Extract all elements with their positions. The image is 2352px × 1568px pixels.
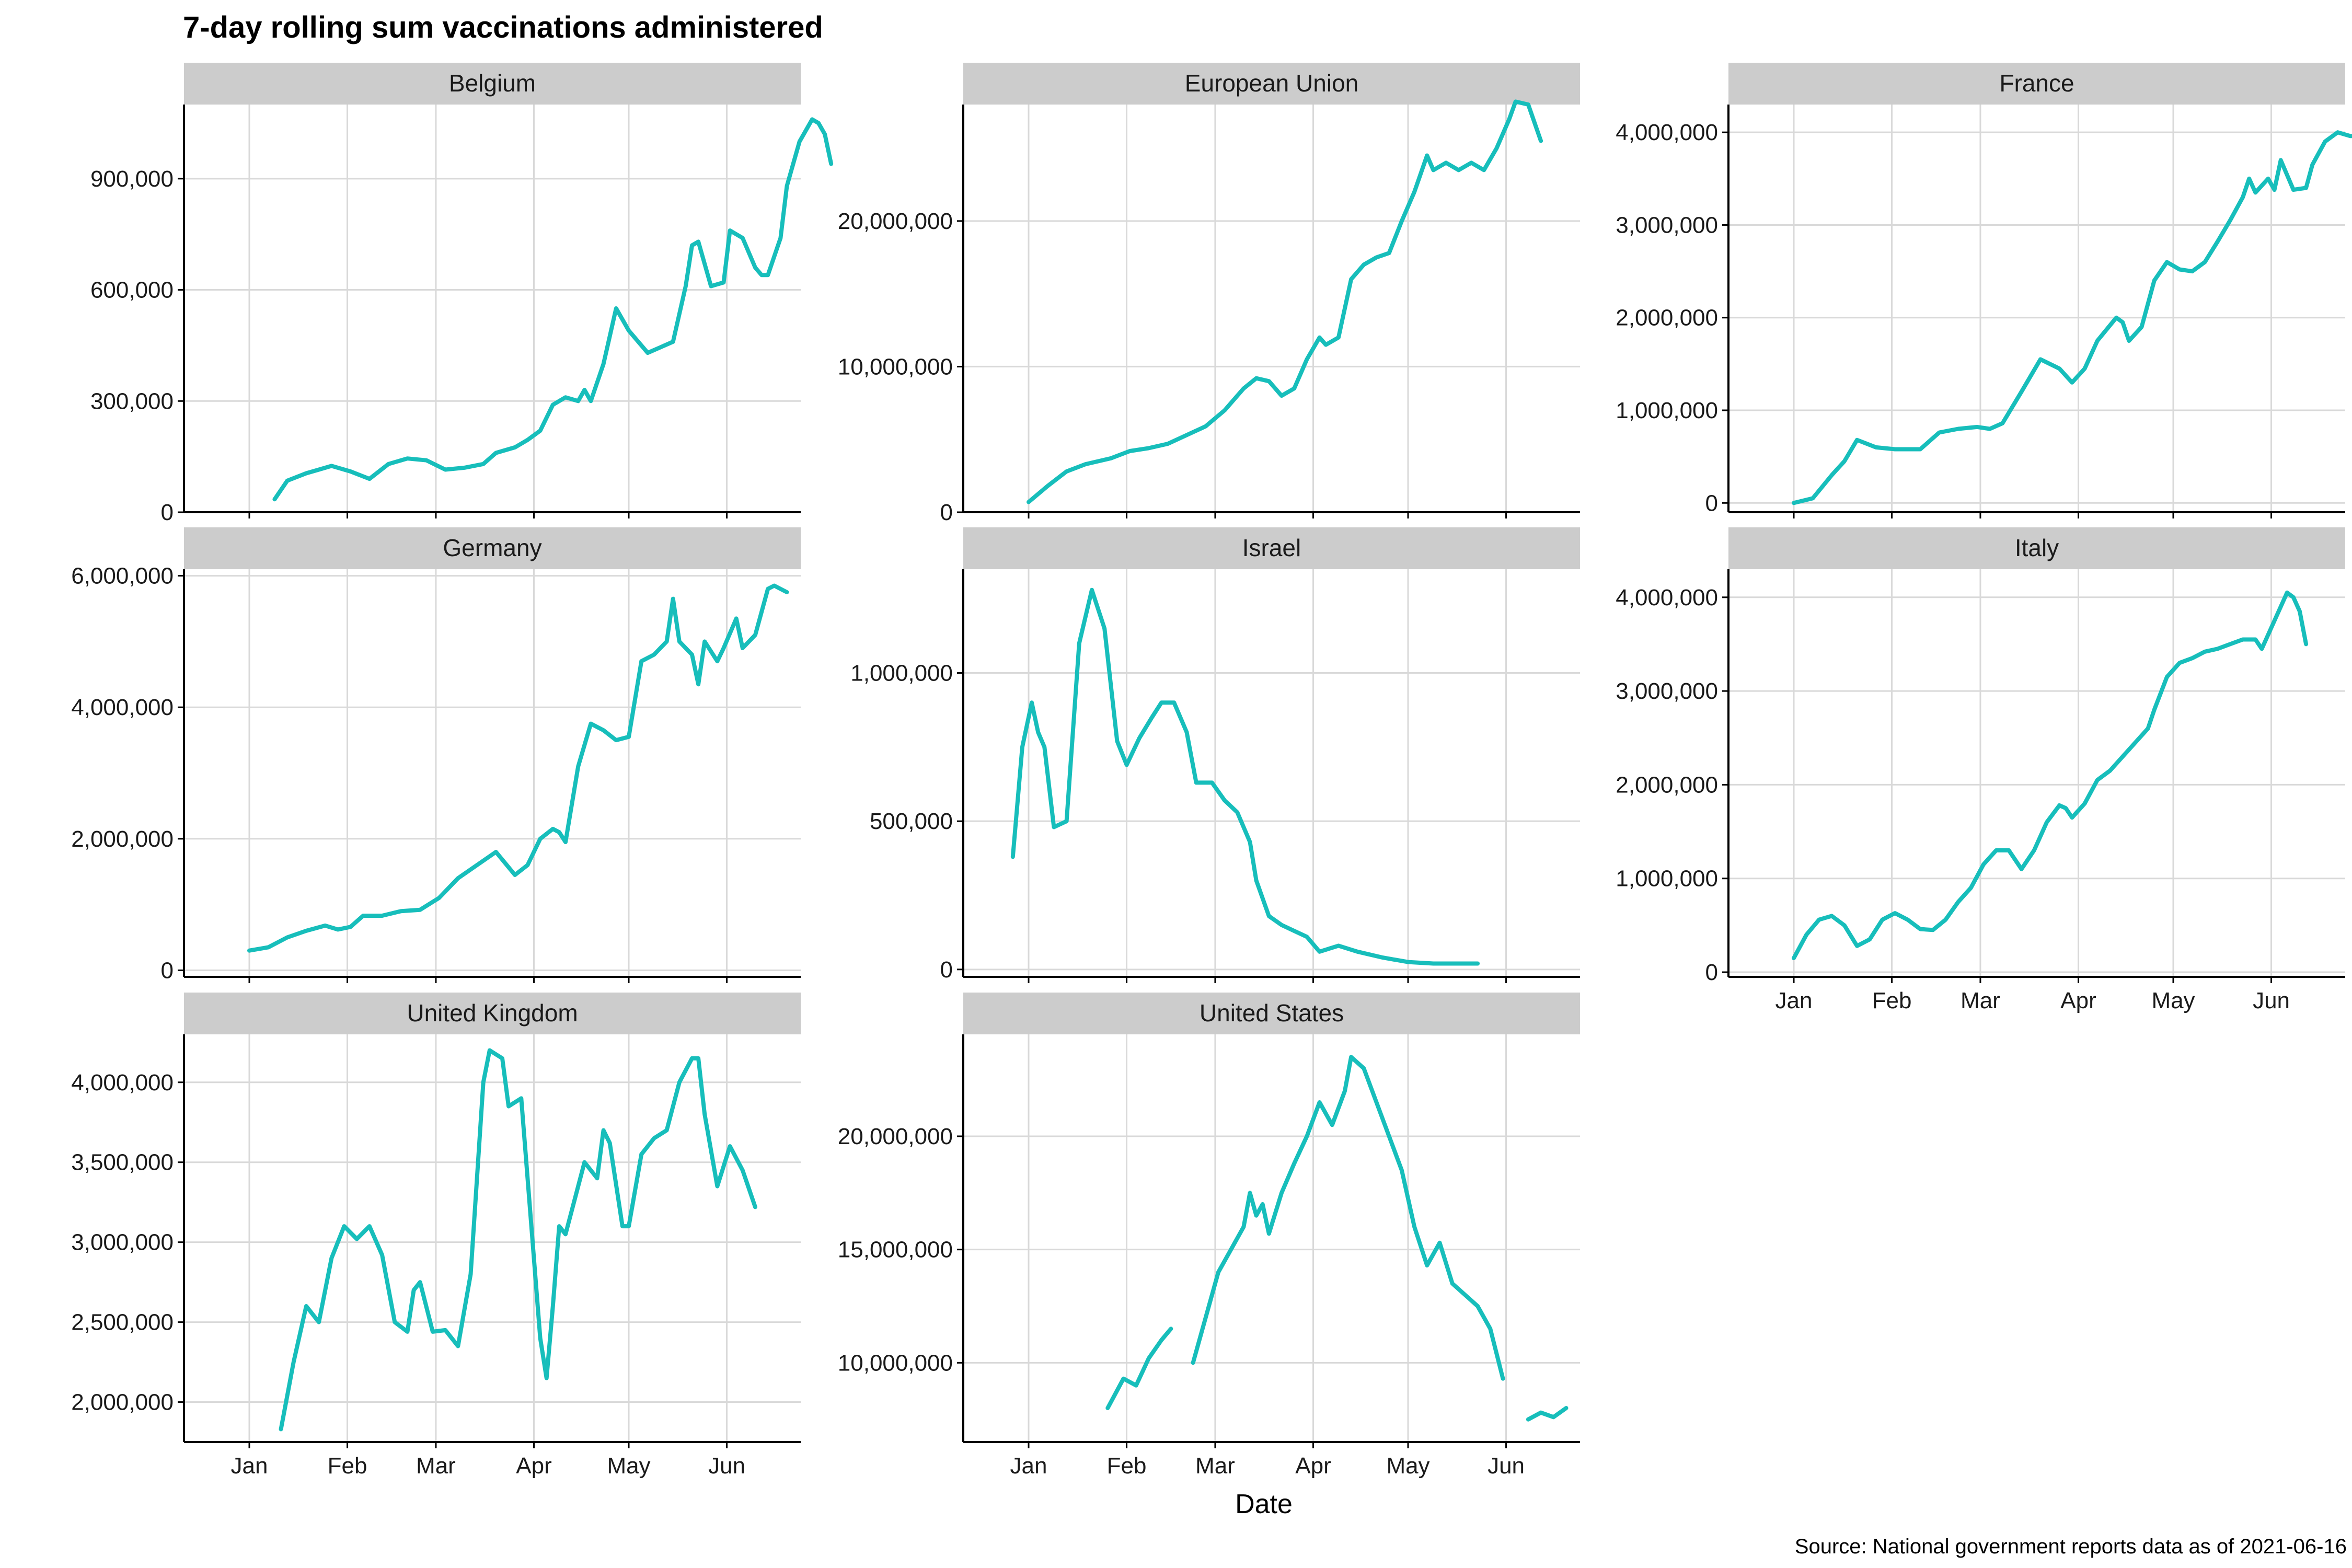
x-tick-label-jun: Jun bbox=[2253, 988, 2290, 1013]
x-tick-label-feb: Feb bbox=[328, 1453, 367, 1479]
series-line-united-kingdom-1 bbox=[279, 1048, 757, 1432]
y-tick-label: 1,000,000 bbox=[1616, 398, 1718, 423]
series-line-european-union-1 bbox=[1027, 99, 1543, 504]
y-tick-label: 2,000,000 bbox=[71, 826, 174, 852]
y-tick-label: 0 bbox=[1705, 960, 1718, 985]
y-tick-label: 10,000,000 bbox=[838, 1350, 953, 1376]
facet-strip-label: Belgium bbox=[449, 70, 536, 97]
y-tick-label: 600,000 bbox=[90, 278, 174, 303]
y-tick-label: 0 bbox=[940, 957, 953, 983]
y-tick-label: 3,000,000 bbox=[1616, 212, 1718, 238]
facet-strip bbox=[1728, 63, 2345, 105]
y-tick-label: 500,000 bbox=[870, 809, 953, 834]
y-tick-label: 20,000,000 bbox=[838, 209, 953, 234]
x-tick-label-jan: Jan bbox=[1010, 1453, 1047, 1479]
panel-united-kingdom: United Kingdom 2,000,000 2,500,000 3,000,00… bbox=[71, 993, 801, 1479]
facet-strip bbox=[963, 63, 1580, 105]
x-tick-label-jan: Jan bbox=[1775, 988, 1813, 1013]
source-note: Source: National government reports data… bbox=[1795, 1535, 2347, 1558]
x-tick-label-apr: Apr bbox=[516, 1453, 551, 1479]
y-tick-label: 3,000,000 bbox=[1616, 678, 1718, 704]
y-tick-label: 2,000,000 bbox=[71, 1390, 174, 1415]
facet-strip-label: European Union bbox=[1185, 70, 1358, 97]
series-line-israel-1 bbox=[1010, 587, 1480, 966]
x-tick-label-apr: Apr bbox=[1295, 1453, 1331, 1479]
x-tick-label-may: May bbox=[607, 1453, 650, 1479]
facet-strip-label: France bbox=[1999, 70, 2074, 97]
panel-germany: Germany 0 2,000,000 4,000,000 6,000,000 bbox=[71, 527, 801, 983]
y-tick-label: 0 bbox=[940, 500, 953, 525]
x-tick-label-feb: Feb bbox=[1107, 1453, 1147, 1479]
y-tick-label: 2,500,000 bbox=[71, 1310, 174, 1335]
y-tick-label: 3,500,000 bbox=[71, 1150, 174, 1175]
facet-strip-label: Italy bbox=[2015, 534, 2059, 561]
y-tick-label: 3,000,000 bbox=[71, 1230, 174, 1255]
y-tick-label: 4,000,000 bbox=[71, 1070, 174, 1096]
series-line-united-states-2 bbox=[1191, 1055, 1505, 1381]
y-tick-label: 20,000,000 bbox=[838, 1124, 953, 1149]
y-tick-label: 15,000,000 bbox=[838, 1237, 953, 1263]
y-tick-label: 900,000 bbox=[90, 166, 174, 192]
x-tick-label-apr: Apr bbox=[2060, 988, 2096, 1013]
y-tick-label: 10,000,000 bbox=[838, 354, 953, 379]
facet-strip bbox=[184, 63, 801, 105]
x-axis-title: Date bbox=[1235, 1489, 1293, 1519]
x-tick-label-mar: Mar bbox=[1195, 1453, 1235, 1479]
y-tick-label: 300,000 bbox=[90, 388, 174, 414]
series-line-germany-1 bbox=[247, 583, 789, 953]
series-line-united-states-1 bbox=[1105, 1327, 1173, 1410]
y-tick-label: 2,000,000 bbox=[1616, 772, 1718, 798]
x-tick-label-may: May bbox=[1386, 1453, 1429, 1479]
y-tick-label: 4,000,000 bbox=[71, 695, 174, 720]
series-line-united-states-3 bbox=[1526, 1406, 1569, 1422]
series-line-italy-1 bbox=[1792, 590, 2309, 961]
x-tick-label-jun: Jun bbox=[708, 1453, 745, 1479]
y-tick-label: 2,000,000 bbox=[1616, 305, 1718, 331]
panel-belgium: Belgium 0 300,000 600,000 900,000 bbox=[90, 63, 834, 525]
facet-strip bbox=[184, 993, 801, 1034]
panel-italy: Italy 0 1,000,000 2,000,000 3,000,000 4,000,0… bbox=[1616, 527, 2345, 1013]
y-tick-label: 0 bbox=[161, 958, 174, 983]
facet-strip-label: Israel bbox=[1242, 534, 1301, 561]
y-tick-label: 0 bbox=[161, 500, 174, 525]
chart-title: 7-day rolling sum vaccinations administe… bbox=[183, 10, 823, 44]
y-tick-label: 1,000,000 bbox=[850, 661, 953, 686]
panel-european-union: European Union 0 10,000,000 20,000,000 bbox=[838, 63, 1580, 525]
x-tick-label-mar: Mar bbox=[1961, 988, 2000, 1013]
facet-strip-label: United States bbox=[1200, 999, 1344, 1027]
y-tick-label: 4,000,000 bbox=[1616, 120, 1718, 145]
y-tick-label: 0 bbox=[1705, 490, 1718, 516]
x-tick-label-jun: Jun bbox=[1488, 1453, 1525, 1479]
facet-strip bbox=[963, 527, 1580, 569]
x-tick-label-may: May bbox=[2151, 988, 2195, 1013]
facet-strip bbox=[184, 527, 801, 569]
series-line-belgium-1 bbox=[272, 117, 834, 502]
panel-israel: Israel 0 500,000 1,000,000 bbox=[850, 527, 1580, 983]
panel-united-states: United States 10,000,000 15,000,000 20,000,… bbox=[838, 993, 1580, 1479]
facet-strip bbox=[1728, 527, 2345, 569]
facet-strip bbox=[963, 993, 1580, 1034]
y-tick-label: 6,000,000 bbox=[71, 563, 174, 589]
facet-panels: Belgium 0 300,000 600,000 900,000 European Un… bbox=[71, 63, 2352, 1479]
panel-france: France 0 1,000,000 2,000,000 3,000,000 4,000,… bbox=[1616, 63, 2352, 518]
facet-strip-label: United Kingdom bbox=[407, 999, 578, 1027]
x-tick-label-jan: Jan bbox=[231, 1453, 268, 1479]
x-tick-label-feb: Feb bbox=[1872, 988, 1912, 1013]
series-line-france-1 bbox=[1792, 130, 2352, 505]
y-tick-label: 4,000,000 bbox=[1616, 585, 1718, 610]
facet-strip-label: Germany bbox=[443, 534, 541, 561]
y-tick-label: 1,000,000 bbox=[1616, 866, 1718, 892]
x-tick-label-mar: Mar bbox=[416, 1453, 456, 1479]
